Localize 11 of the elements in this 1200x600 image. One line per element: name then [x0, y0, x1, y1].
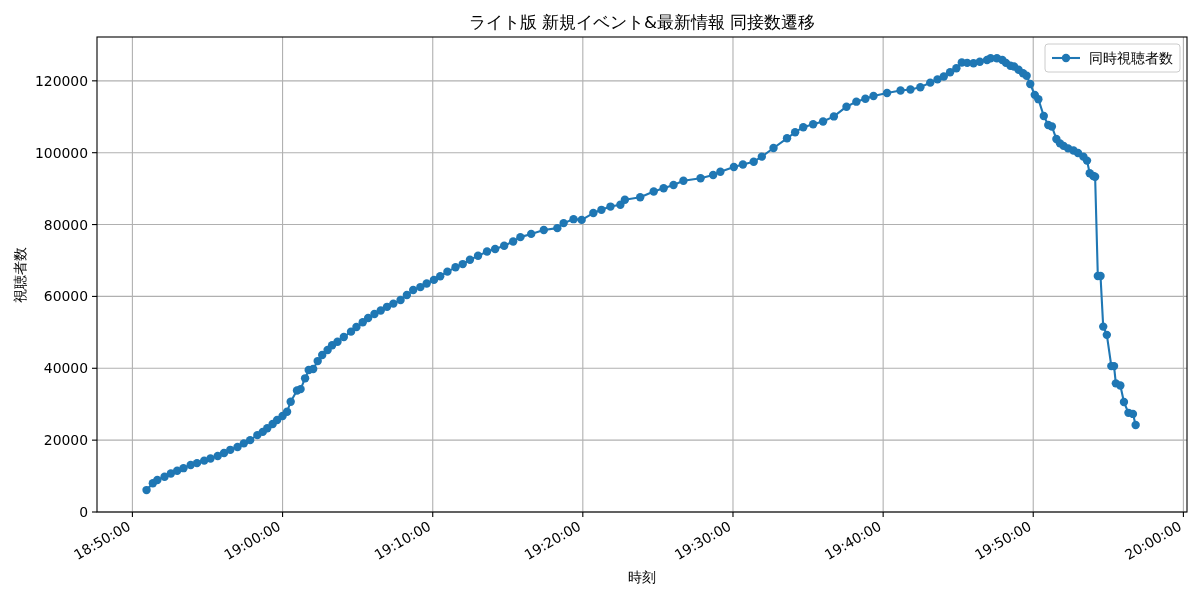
ytick: 40000 [43, 360, 88, 377]
legend-text: 同時視聴者数 [1089, 50, 1173, 66]
ytick: 100000 [34, 144, 88, 161]
ytick: 80000 [43, 216, 88, 233]
title: ライト版 新規イベント&最新情報 同接数遷移 [468, 12, 816, 32]
ytick: 60000 [43, 288, 88, 305]
ytick: 20000 [43, 432, 88, 449]
ytick: 0 [79, 504, 88, 520]
ytick: 120000 [34, 72, 88, 89]
xlabel: 時刻 [628, 569, 656, 585]
ylabel: 視聴者数 [12, 246, 28, 303]
